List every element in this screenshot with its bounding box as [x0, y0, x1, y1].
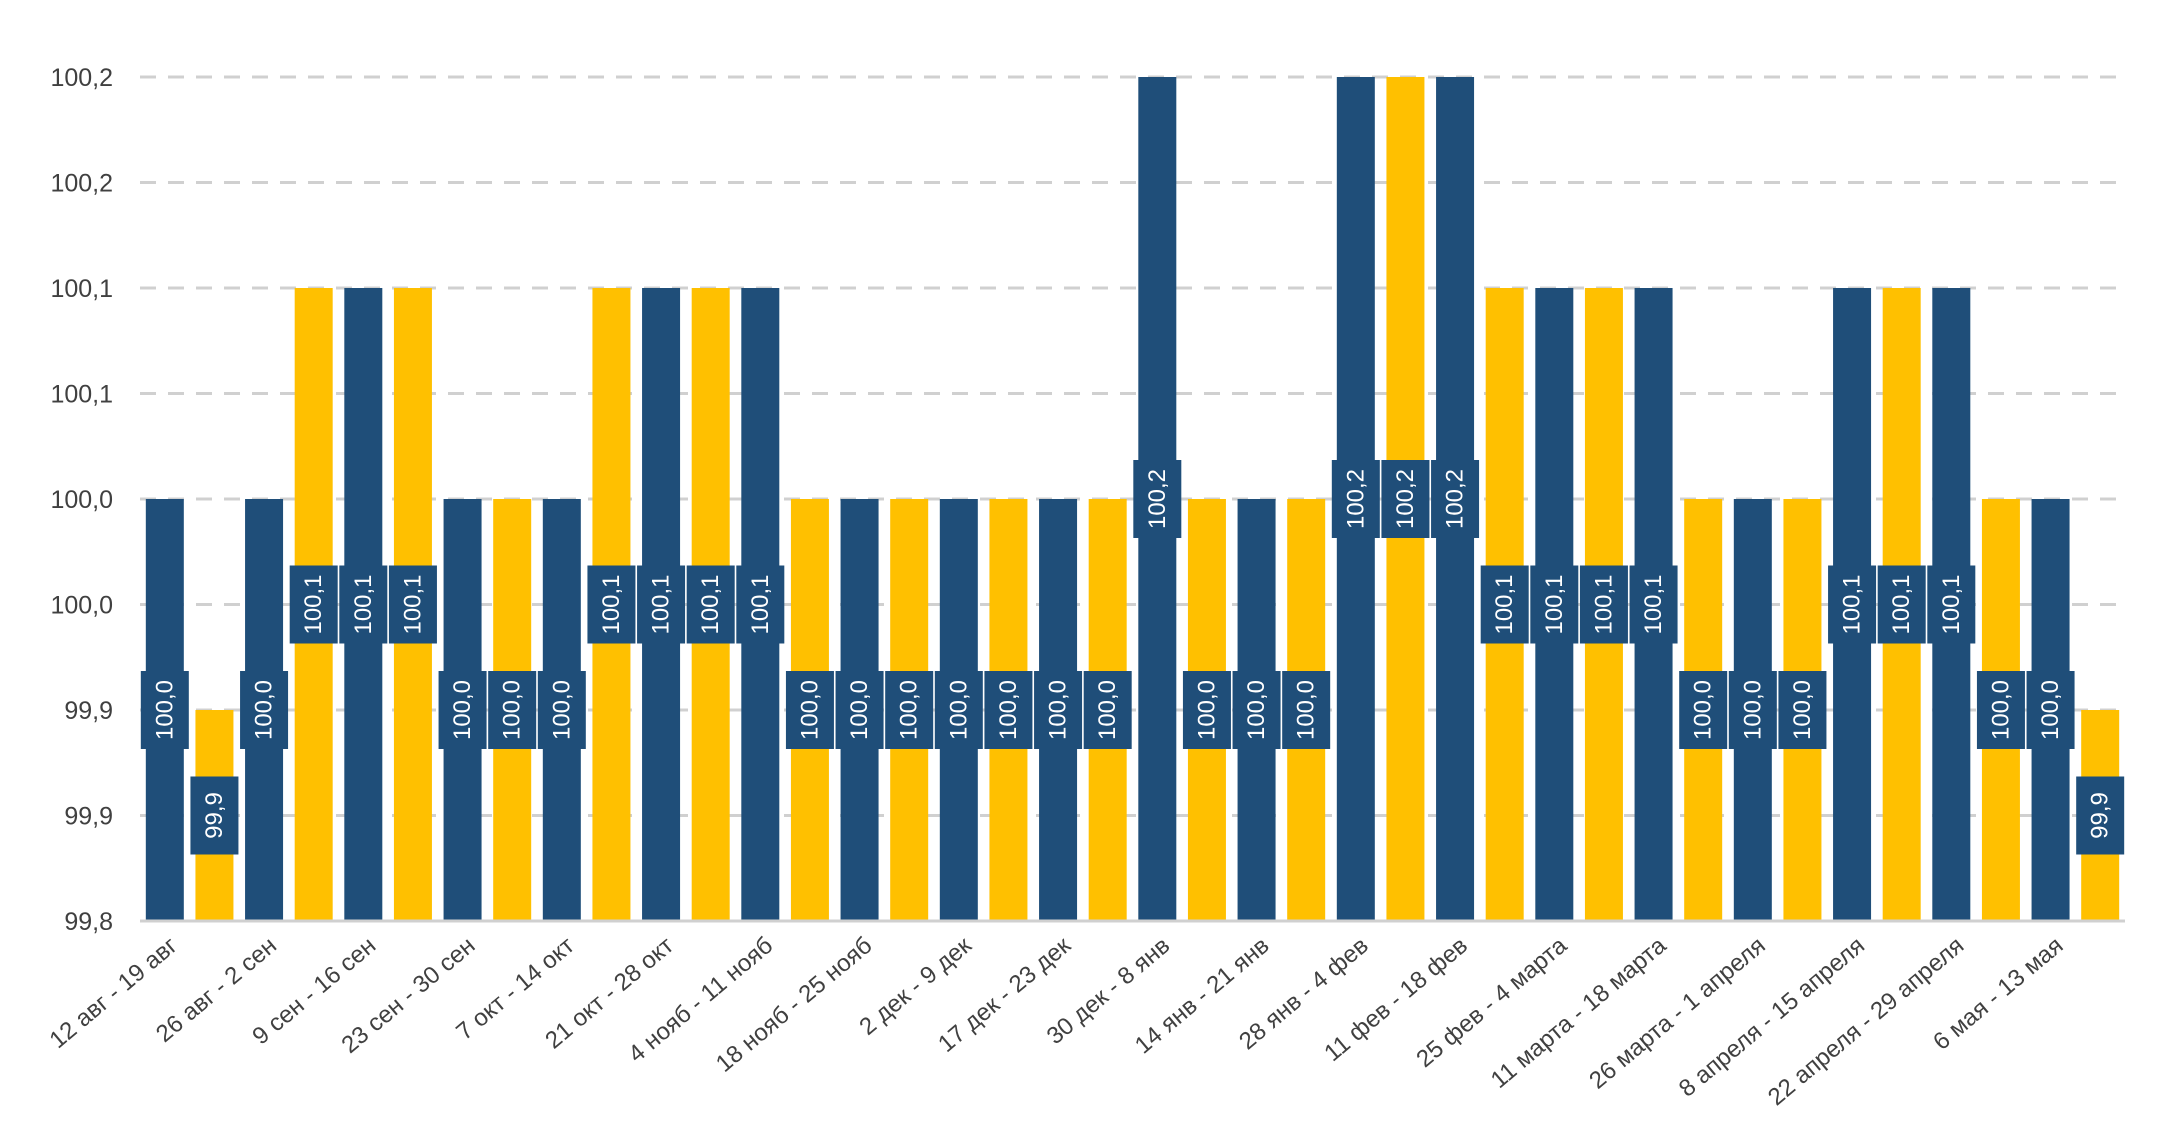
data-label: 100,0 — [1293, 680, 1320, 740]
data-label: 100,0 — [1739, 680, 1766, 740]
data-label-box — [637, 565, 686, 644]
x-tick-label: 26 марта - 1 апреля — [1584, 932, 1770, 1095]
data-label: 100,1 — [648, 574, 675, 634]
x-tick-label: 22 апреля - 29 апреля — [1763, 932, 1969, 1111]
data-label-box — [1083, 671, 1132, 749]
data-label: 100,0 — [896, 680, 923, 740]
data-label: 100,0 — [548, 680, 575, 740]
data-label-box — [885, 671, 934, 749]
y-tick-label: 100,1 — [50, 275, 113, 303]
y-tick-label: 100,1 — [50, 381, 113, 409]
x-tick-label: 11 марта - 18 марта — [1486, 931, 1672, 1093]
data-label-box — [1182, 671, 1231, 749]
data-label-box — [1976, 671, 2025, 749]
data-label-box — [240, 671, 289, 749]
data-label-box — [190, 776, 239, 855]
data-label-box — [736, 565, 785, 644]
data-label: 99,9 — [201, 792, 228, 839]
data-label: 100,2 — [1342, 469, 1369, 529]
data-label-box — [488, 671, 537, 749]
data-label: 100,2 — [1442, 469, 1469, 529]
data-label: 100,1 — [300, 574, 327, 634]
data-label: 100,0 — [1045, 680, 1072, 740]
data-label: 100,0 — [499, 680, 526, 740]
data-label: 100,1 — [1938, 574, 1965, 634]
gridlines — [140, 75, 2125, 817]
data-label-box — [1480, 565, 1529, 644]
y-axis-tick-labels: 99,8 99,9 99,9 100,0 100,0 100,1 100,1 100,2 100… — [50, 64, 113, 936]
data-label-box — [1728, 671, 1777, 749]
data-label-box — [686, 565, 735, 644]
data-label: 100,1 — [1491, 574, 1518, 634]
data-label: 100,1 — [697, 574, 724, 634]
data-label-box — [1828, 565, 1877, 644]
y-tick-label: 100,0 — [50, 486, 113, 514]
y-tick-label: 100,2 — [50, 170, 113, 198]
data-label: 100,0 — [151, 680, 178, 740]
y-tick-label: 100,2 — [50, 64, 113, 92]
data-label-box — [1927, 565, 1976, 644]
data-label-box — [1381, 460, 1430, 538]
data-label: 100,0 — [995, 680, 1022, 740]
data-label: 100,0 — [449, 680, 476, 740]
data-label: 100,0 — [1243, 680, 1270, 740]
data-label-box — [537, 671, 586, 749]
data-label-box — [1579, 565, 1628, 644]
data-label-box — [1629, 565, 1678, 644]
data-label: 100,1 — [598, 574, 625, 634]
data-label: 100,0 — [846, 680, 873, 740]
data-label-box — [339, 565, 388, 644]
data-label-box — [1232, 671, 1281, 749]
data-label-box — [140, 671, 189, 749]
data-label-box — [984, 671, 1033, 749]
data-label-box — [1530, 565, 1579, 644]
data-label-box — [835, 671, 884, 749]
data-label-box — [934, 671, 983, 749]
data-label: 100,2 — [1392, 469, 1419, 529]
data-label: 99,9 — [2087, 792, 2114, 839]
data-label: 100,2 — [1144, 469, 1171, 529]
data-label: 100,0 — [1987, 680, 2014, 740]
data-label-box — [2026, 671, 2075, 749]
data-label-box — [1331, 460, 1380, 538]
data-label: 100,0 — [1789, 680, 1816, 740]
data-label: 100,1 — [1839, 574, 1866, 634]
data-label: 100,0 — [945, 680, 972, 740]
y-tick-label: 99,9 — [64, 697, 113, 725]
y-tick-label: 99,8 — [64, 908, 113, 936]
data-label-box — [388, 565, 437, 644]
data-label-box — [289, 565, 338, 644]
data-label-box — [1034, 671, 1083, 749]
data-label-box — [1877, 565, 1926, 644]
data-label-box — [438, 671, 487, 749]
data-label: 100,1 — [1541, 574, 1568, 634]
data-label: 100,0 — [796, 680, 823, 740]
data-label: 100,1 — [399, 574, 426, 634]
data-label-box — [1778, 671, 1827, 749]
data-label-box — [1431, 460, 1480, 538]
y-tick-label: 99,9 — [64, 803, 113, 831]
data-label: 100,1 — [1640, 574, 1667, 634]
data-label-box — [1679, 671, 1728, 749]
y-tick-label: 100,0 — [50, 592, 113, 620]
data-label-box — [785, 671, 834, 749]
data-label: 100,0 — [1193, 680, 1220, 740]
data-label-box — [1282, 671, 1331, 749]
x-tick-label: 8 апреля - 15 апреля — [1674, 932, 1870, 1103]
data-label-box — [2076, 776, 2125, 855]
data-label-box — [1133, 460, 1182, 538]
data-label: 100,0 — [1690, 680, 1717, 740]
data-label: 100,0 — [2037, 680, 2064, 740]
data-label: 100,1 — [747, 574, 774, 634]
data-label: 100,1 — [1590, 574, 1617, 634]
data-label: 100,1 — [1888, 574, 1915, 634]
data-label: 100,1 — [350, 574, 377, 634]
data-labels: 100,0 99,9 100,0 100,1 100,1 100,1 100,0 100,0 1… — [140, 460, 2125, 855]
data-label-box — [587, 565, 636, 644]
data-label: 100,0 — [1094, 680, 1121, 740]
data-label: 100,0 — [251, 680, 278, 740]
